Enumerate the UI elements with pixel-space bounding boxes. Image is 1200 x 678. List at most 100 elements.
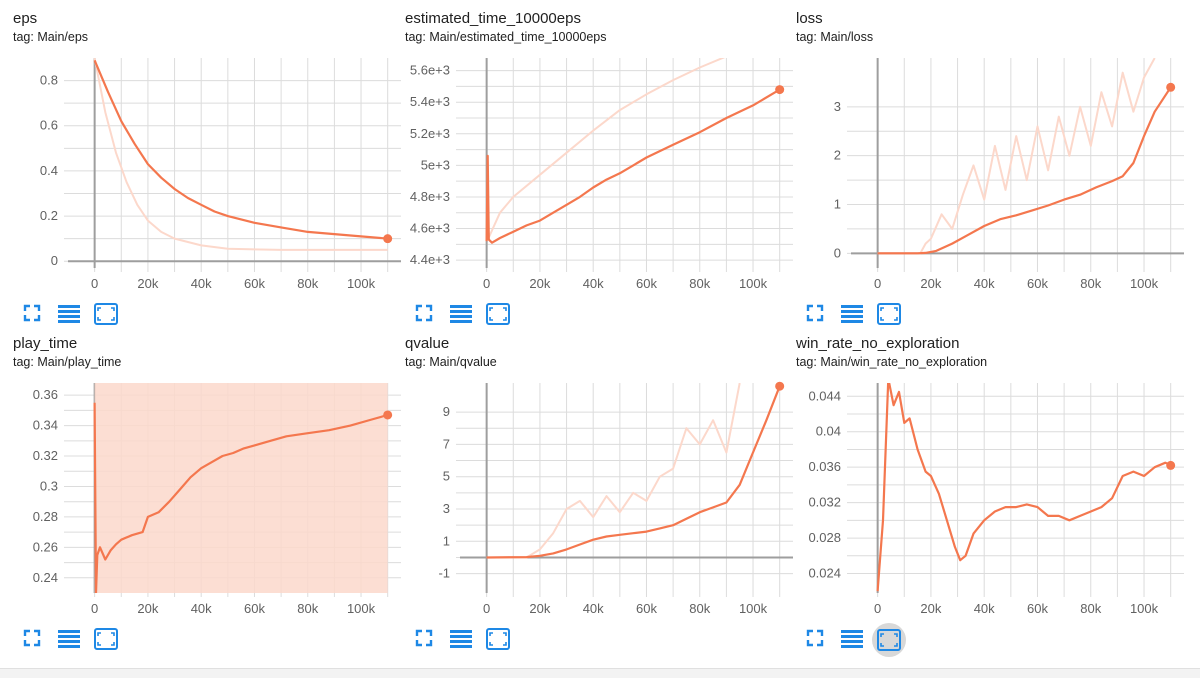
y-tick-label: 2 [834, 148, 841, 163]
smoothed-series-line [93, 402, 388, 593]
y-tick-label: 0.28 [33, 509, 58, 524]
fit-domain-icon [94, 303, 118, 325]
last-point-marker [1166, 460, 1176, 470]
line-chart[interactable]: 0 20k 40k 60k 80k 100k 0.24 0.26 0.28 0.3 0.32 0.34… [13, 335, 403, 625]
x-tick-label: 20k [920, 601, 941, 616]
fit-domain-button[interactable] [485, 627, 511, 653]
y-tick-label: 5 [443, 469, 450, 484]
line-chart[interactable]: 0 20k 40k 60k 80k 100k 0 1 2 3 [796, 10, 1186, 300]
bottom-bar [0, 668, 1200, 678]
fit-expand-icon [415, 629, 433, 647]
chart-card-loss: loss tag: Main/loss 0 20k 40k 60k 80k 100k 0 1 2… [796, 10, 1186, 335]
x-tick-label: 100k [347, 601, 376, 616]
fit-domain-button[interactable] [876, 302, 902, 328]
y-tick-label: 0.028 [808, 530, 841, 545]
line-chart[interactable]: 0 20k 40k 60k 80k 100k -1 1 3 5 7 9 [405, 335, 795, 625]
x-tick-label: 40k [191, 276, 212, 291]
expand-button[interactable] [804, 627, 830, 653]
x-tick-label: 0 [91, 601, 98, 616]
last-point-marker [383, 234, 393, 244]
raw-series-line [485, 58, 726, 241]
chart-title: estimated_time_10000eps [405, 10, 581, 27]
y-tick-label: 0 [834, 245, 841, 260]
y-tick-label: 5.2e+3 [410, 126, 450, 141]
raw-series-band [94, 383, 388, 593]
chart-toolbar [21, 627, 141, 653]
raw-series-line [486, 383, 741, 559]
last-point-marker [775, 85, 785, 95]
y-tick-label: 0.04 [816, 424, 841, 439]
chart-card-win-rate: win_rate_no_exploration tag: Main/win_ra… [796, 335, 1186, 660]
x-tick-label: 20k [529, 601, 550, 616]
fit-domain-button[interactable] [93, 627, 119, 653]
fit-expand-icon [806, 629, 824, 647]
y-tick-label: 3 [443, 501, 450, 516]
x-tick-label: 0 [91, 276, 98, 291]
chart-tag: tag: Main/loss [796, 30, 874, 44]
y-tick-label: 4.4e+3 [410, 252, 450, 267]
y-tick-label: 5.4e+3 [410, 94, 450, 109]
y-tick-label: 1 [443, 533, 450, 548]
data-table-icon [58, 305, 80, 323]
y-tick-label: 0.36 [33, 387, 58, 402]
data-table-button[interactable] [449, 302, 475, 328]
x-tick-label: 20k [529, 276, 550, 291]
fit-domain-icon [877, 629, 901, 651]
data-table-icon [58, 630, 80, 648]
data-table-icon [450, 305, 472, 323]
chart-card-eps: eps tag: Main/eps 0 20k 40k 60k 80k 100k 0 0.2 0… [13, 10, 403, 335]
last-point-marker [383, 410, 393, 420]
y-tick-label: 0.3 [40, 478, 58, 493]
fit-domain-icon [486, 303, 510, 325]
chart-card-play-time: play_time tag: Main/play_time 0 20k 40k 60k… [13, 335, 403, 660]
data-table-icon [841, 630, 863, 648]
expand-button[interactable] [21, 302, 47, 328]
y-tick-label: 5.6e+3 [410, 63, 450, 78]
x-tick-label: 80k [689, 276, 710, 291]
expand-button[interactable] [804, 302, 830, 328]
y-tick-label: 0.6 [40, 118, 58, 133]
expand-button[interactable] [21, 627, 47, 653]
data-table-button[interactable] [449, 627, 475, 653]
chart-title: qvalue [405, 335, 450, 352]
x-tick-label: 60k [636, 601, 657, 616]
chart-title: win_rate_no_exploration [796, 335, 960, 352]
x-tick-label: 80k [1080, 276, 1101, 291]
fit-domain-button[interactable] [872, 623, 906, 657]
smoothed-series-line [93, 59, 388, 240]
x-tick-label: 0 [874, 276, 881, 291]
data-table-icon [450, 630, 472, 648]
expand-button[interactable] [413, 627, 439, 653]
y-tick-label: 0.4 [40, 163, 58, 178]
x-tick-label: 100k [739, 276, 768, 291]
y-tick-label: 0.036 [808, 459, 841, 474]
line-chart[interactable]: 0 20k 40k 60k 80k 100k 0 0.2 0.4 0.6 0.8 [13, 10, 403, 300]
line-chart[interactable]: 0 20k 40k 60k 80k 100k 4.4e+3 4.6e+3 4.8e+3 5e+3 5… [405, 10, 795, 300]
fit-expand-icon [23, 629, 41, 647]
data-table-button[interactable] [840, 627, 866, 653]
x-tick-label: 0 [874, 601, 881, 616]
data-table-button[interactable] [57, 302, 83, 328]
data-table-button[interactable] [840, 302, 866, 328]
chart-title: eps [13, 10, 38, 27]
line-chart[interactable]: 0 20k 40k 60k 80k 100k 0.024 0.028 0.032 0.036 0.0… [796, 335, 1186, 625]
y-tick-label: 4.8e+3 [410, 189, 450, 204]
raw-series-line [877, 58, 1156, 255]
chart-toolbar [21, 302, 141, 328]
x-tick-label: 60k [244, 601, 265, 616]
fit-domain-button[interactable] [485, 302, 511, 328]
y-tick-label: 7 [443, 436, 450, 451]
expand-button[interactable] [413, 302, 439, 328]
x-tick-label: 0 [483, 601, 490, 616]
x-tick-label: 40k [583, 276, 604, 291]
smoothed-series-line [486, 385, 781, 559]
chart-toolbar [413, 627, 533, 653]
data-table-button[interactable] [57, 627, 83, 653]
x-tick-label: 20k [137, 276, 158, 291]
x-tick-label: 100k [739, 601, 768, 616]
chart-tag: tag: Main/qvalue [405, 355, 497, 369]
y-tick-label: 0.032 [808, 495, 841, 510]
chart-toolbar [413, 302, 533, 328]
fit-domain-button[interactable] [93, 302, 119, 328]
y-tick-label: 0.34 [33, 418, 58, 433]
